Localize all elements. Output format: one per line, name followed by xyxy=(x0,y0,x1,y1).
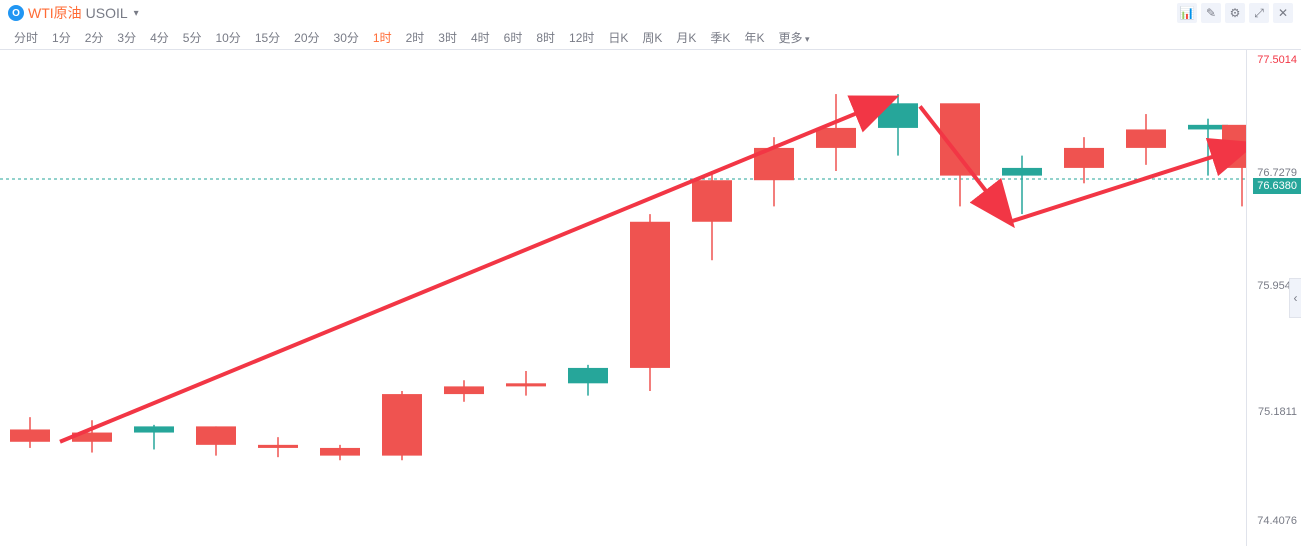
symbol-code: USOIL xyxy=(86,5,128,21)
timeframe-item[interactable]: 月K xyxy=(670,27,702,48)
timeframe-item[interactable]: 4时 xyxy=(465,27,496,48)
toolbar: 📊 ✎ ⚙ ⤢ ✕ xyxy=(1177,3,1293,23)
timeframe-item[interactable]: 日K xyxy=(602,27,634,48)
timeframe-item[interactable]: 20分 xyxy=(288,27,325,48)
symbol-info[interactable]: O WTI原油 USOIL ▾ xyxy=(8,3,139,23)
fullscreen-button[interactable]: ⤢ xyxy=(1249,3,1269,23)
timeframe-item[interactable]: 2分 xyxy=(79,27,110,48)
indicator-button[interactable]: 📊 xyxy=(1177,3,1197,23)
timeframe-item[interactable]: 2时 xyxy=(400,27,431,48)
candlestick-chart[interactable] xyxy=(0,50,1246,546)
timeframe-item[interactable]: 5分 xyxy=(177,27,208,48)
settings-button[interactable]: ⚙ xyxy=(1225,3,1245,23)
close-button[interactable]: ✕ xyxy=(1273,3,1293,23)
chart-header: O WTI原油 USOIL ▾ 📊 ✎ ⚙ ⤢ ✕ xyxy=(0,0,1301,26)
timeframe-item[interactable]: 分时 xyxy=(8,27,44,48)
current-price-tag: 76.6380 xyxy=(1253,178,1301,194)
chevron-down-icon[interactable]: ▾ xyxy=(134,8,139,19)
expand-handle[interactable]: ‹ xyxy=(1289,278,1301,318)
timeframe-item[interactable]: 30分 xyxy=(328,27,365,48)
y-axis-label: 77.5014 xyxy=(1257,54,1297,66)
timeframe-item[interactable]: 6时 xyxy=(498,27,529,48)
timeframe-bar: 分时1分2分3分4分5分10分15分20分30分1时2时3时4时6时8时12时日… xyxy=(0,26,1301,50)
timeframe-item[interactable]: 1时 xyxy=(367,27,398,48)
timeframe-item[interactable]: 3分 xyxy=(111,27,142,48)
timeframe-item[interactable]: 年K xyxy=(738,27,770,48)
symbol-icon: O xyxy=(8,5,24,21)
timeframe-item[interactable]: 3时 xyxy=(432,27,463,48)
timeframe-item[interactable]: 季K xyxy=(704,27,736,48)
timeframe-item[interactable]: 12时 xyxy=(563,27,600,48)
symbol-name: WTI原油 xyxy=(28,3,82,23)
y-axis-label: 75.1811 xyxy=(1258,406,1297,418)
timeframe-item[interactable]: 15分 xyxy=(249,27,286,48)
timeframe-item[interactable]: 1分 xyxy=(46,27,77,48)
timeframe-item[interactable]: 更多 ▾ xyxy=(772,27,815,48)
y-axis-label: 76.7279 xyxy=(1257,167,1297,179)
timeframe-item[interactable]: 4分 xyxy=(144,27,175,48)
timeframe-item[interactable]: 8时 xyxy=(530,27,561,48)
chart-container: 77.501476.727975.954575.181174.407676.63… xyxy=(0,50,1301,546)
timeframe-item[interactable]: 周K xyxy=(636,27,668,48)
edit-button[interactable]: ✎ xyxy=(1201,3,1221,23)
timeframe-item[interactable]: 10分 xyxy=(209,27,246,48)
y-axis-label: 74.4076 xyxy=(1257,515,1297,527)
